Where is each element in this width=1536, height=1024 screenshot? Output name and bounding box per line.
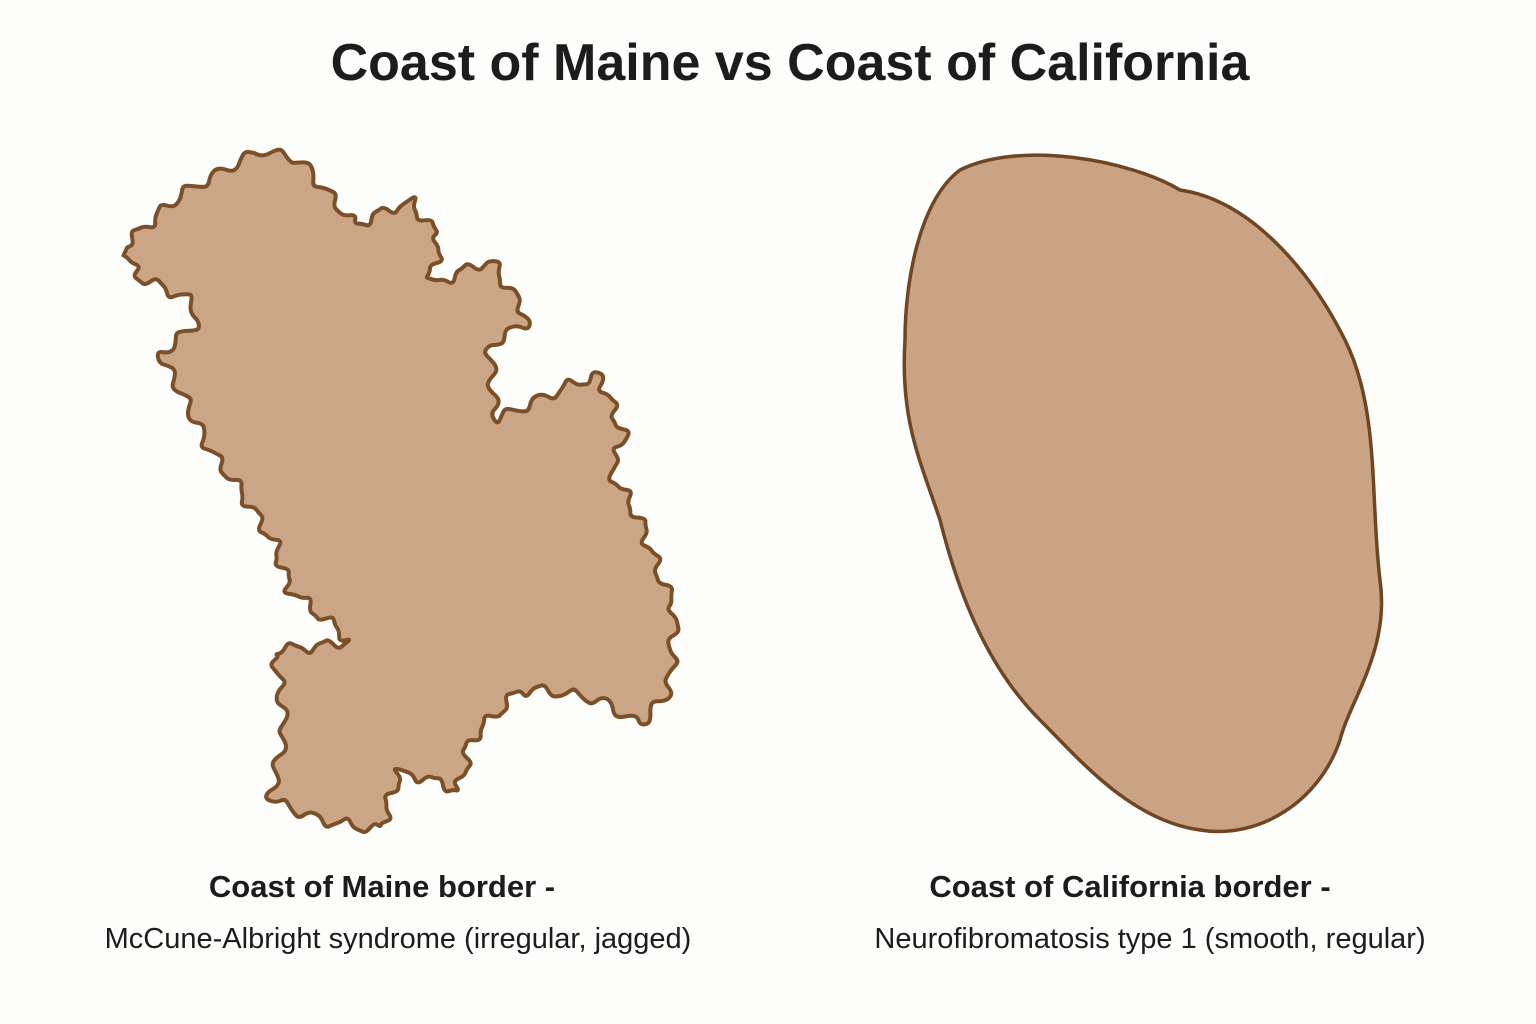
caption-line: McCune-Albright syndrome (irregular, jag… xyxy=(105,923,692,955)
smooth-shape xyxy=(902,153,1384,834)
title: Coast of Maine vs Coast of California xyxy=(331,34,1251,92)
caption-line: Coast of California border - xyxy=(929,869,1330,904)
caption-line: Coast of Maine border - xyxy=(209,869,555,904)
jagged-shape xyxy=(121,147,681,834)
caption-line: Neurofibromatosis type 1 (smooth, regula… xyxy=(874,923,1425,955)
